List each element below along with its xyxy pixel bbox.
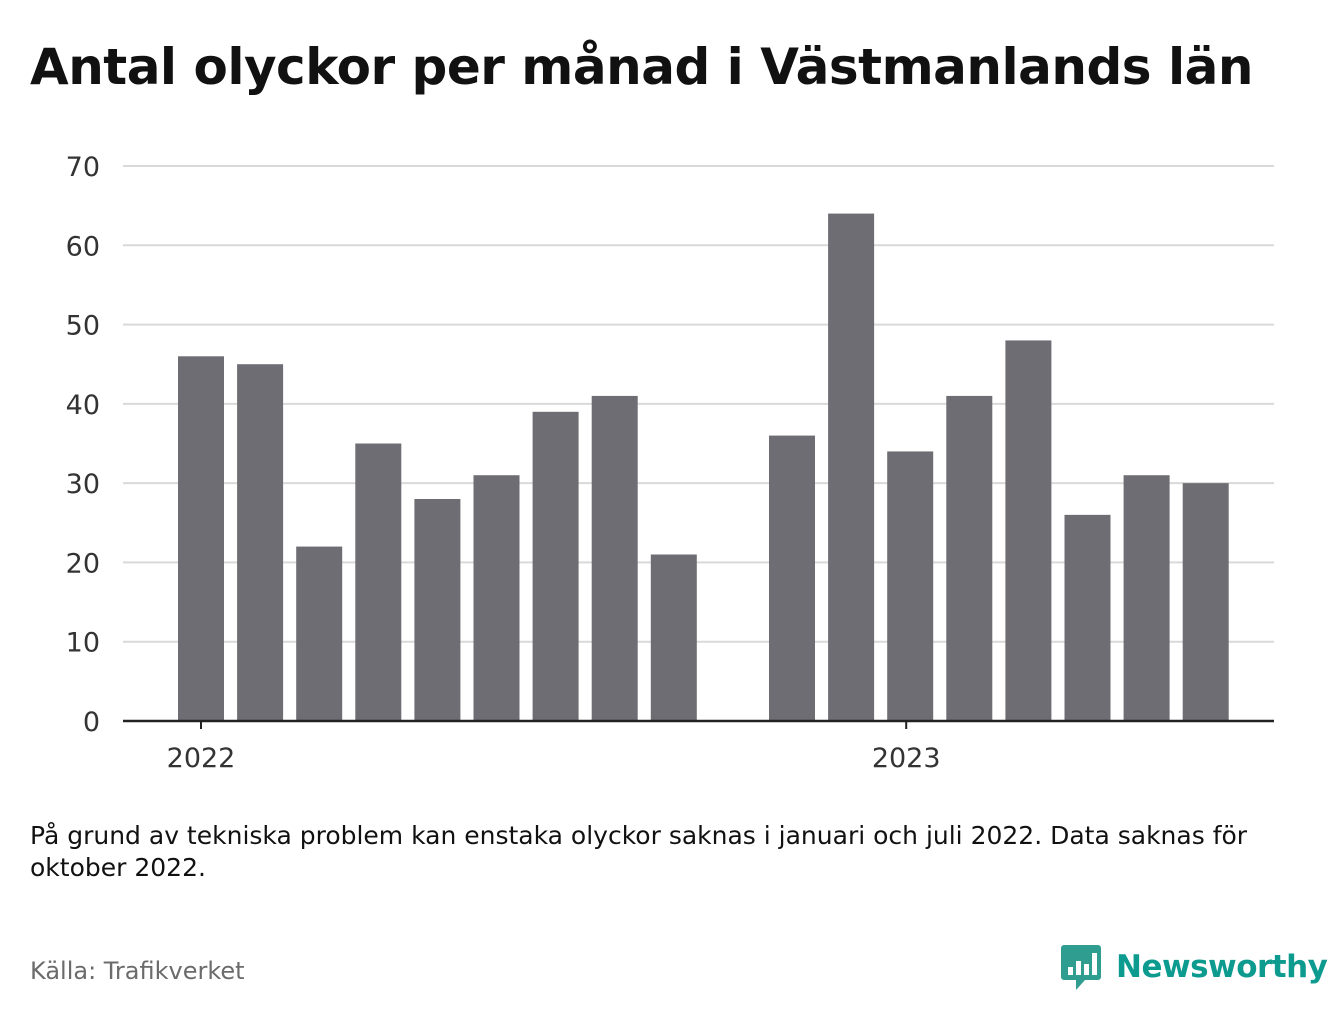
- bar: [1182, 483, 1229, 721]
- bar: [828, 213, 875, 722]
- y-tick-label: 70: [66, 152, 100, 183]
- bar: [1123, 475, 1170, 721]
- bar: [473, 475, 520, 721]
- x-axis: 2022 2023: [123, 719, 1274, 774]
- source-credit: Källa: Trafikverket: [30, 957, 245, 985]
- y-tick-label: 50: [66, 311, 100, 342]
- chart-title: Antal olyckor per månad i Västmanlands l…: [30, 38, 1253, 96]
- bar: [650, 554, 697, 721]
- y-tick-label: 20: [66, 548, 100, 579]
- brand-logo: Newsworthy: [1060, 940, 1328, 994]
- bar: [414, 499, 461, 721]
- footnote: På grund av tekniska problem kan enstaka…: [30, 821, 1248, 882]
- y-axis-tick-labels: 0 10 20 30 40 50 60 70: [66, 152, 100, 738]
- newsworthy-logo-icon: [1061, 945, 1101, 990]
- bar: [296, 546, 343, 721]
- bar: [237, 364, 284, 721]
- y-tick-label: 10: [66, 628, 100, 659]
- brand-name: Newsworthy: [1116, 949, 1328, 985]
- x-tick-label: 2022: [167, 743, 236, 774]
- bar: [946, 395, 993, 721]
- bar: [1005, 340, 1052, 721]
- y-tick-label: 0: [83, 707, 100, 738]
- bar: [355, 443, 402, 721]
- y-tick-label: 30: [66, 469, 100, 500]
- bar: [178, 356, 224, 721]
- bar: [1064, 514, 1111, 721]
- bar-chart: 0 10 20 30 40 50 60 70 2022 2023: [66, 152, 1274, 774]
- y-tick-label: 40: [66, 390, 100, 421]
- bar: [532, 411, 579, 721]
- y-tick-label: 60: [66, 231, 100, 262]
- bars: [178, 213, 1229, 722]
- bar: [769, 435, 815, 721]
- bar: [591, 395, 638, 721]
- bar: [887, 451, 934, 721]
- x-tick-label: 2023: [872, 743, 941, 774]
